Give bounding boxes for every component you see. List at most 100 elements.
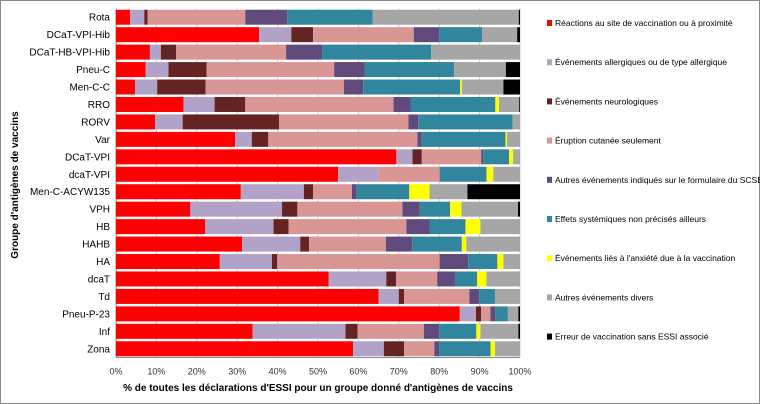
category-label: VPH — [89, 205, 110, 216]
bar-segment — [205, 219, 274, 235]
bar-segment — [466, 236, 520, 252]
bar-segment — [328, 271, 387, 287]
bar-segment — [490, 341, 495, 357]
bar-segment — [512, 114, 520, 130]
bar-segment — [149, 44, 161, 60]
bar-segment — [503, 79, 520, 95]
bar-segment — [240, 184, 304, 200]
bar-segment — [437, 271, 455, 287]
legend-swatch — [547, 137, 552, 144]
legend-label: Autres événements indiqués sur le formul… — [555, 175, 760, 185]
bar-segment — [363, 79, 461, 95]
bar-segment — [410, 96, 496, 112]
category-label: Td — [98, 292, 110, 303]
bar-segment — [116, 341, 354, 357]
bar-segment — [282, 201, 298, 217]
bar-segment — [412, 236, 462, 252]
bar-segment — [245, 96, 394, 112]
bar-segment — [168, 62, 207, 78]
bar-segment — [486, 166, 494, 182]
bar-segment — [494, 288, 520, 304]
bar-segment — [477, 271, 487, 287]
bar-segment — [205, 79, 344, 95]
bar-segment — [494, 341, 520, 357]
bar-segment — [498, 96, 520, 112]
bar-segment — [476, 323, 481, 339]
bar-segment — [155, 114, 183, 130]
category-label: dcaT — [88, 274, 110, 285]
bar-segment — [429, 184, 468, 200]
x-tick-label: 60% — [349, 367, 367, 377]
bar-segment — [338, 166, 379, 182]
bar-segment — [277, 254, 440, 270]
bar-segment — [214, 96, 246, 112]
bar-segment — [286, 44, 323, 60]
bar-segment — [116, 323, 253, 339]
bar-segment — [116, 306, 460, 322]
bar-segment — [372, 9, 519, 25]
bar-segment — [303, 184, 314, 200]
bar-segment — [398, 288, 405, 304]
category-label: HAHB — [82, 240, 110, 251]
bar-segment — [297, 201, 403, 217]
bar-segment — [357, 323, 424, 339]
bar-segment — [245, 9, 288, 25]
bar-segment — [454, 271, 478, 287]
y-axis-label: Groupe d'antigènes de vaccins — [10, 111, 21, 259]
bar-segment — [419, 201, 451, 217]
bar-segment — [251, 131, 269, 147]
x-tick-label: 50% — [309, 367, 327, 377]
bar-segment — [386, 271, 396, 287]
bar-segment — [393, 96, 411, 112]
legend-swatch — [547, 176, 552, 183]
bar-segment — [351, 184, 357, 200]
category-label: HA — [96, 257, 110, 268]
bar-segment — [242, 236, 301, 252]
x-tick-labels: 0% 10% 20% 30% 40% 50% 60% 70% 80% 90% 100% — [109, 367, 531, 377]
bar-segment — [259, 27, 292, 43]
bar-segment — [395, 271, 438, 287]
bar-segment — [334, 62, 365, 78]
bar-segment — [439, 166, 487, 182]
bar-segment — [385, 236, 413, 252]
bar-segment — [480, 219, 520, 235]
bar-segment — [507, 131, 520, 147]
bar-segment — [313, 184, 352, 200]
bar-segment — [480, 323, 519, 339]
bar-segment — [183, 96, 215, 112]
bar-segment — [461, 79, 504, 95]
bar-segment — [160, 44, 177, 60]
bar-segment — [182, 114, 280, 130]
bar-segment — [454, 62, 506, 78]
bar-segment — [309, 236, 386, 252]
bar-segment — [116, 166, 339, 182]
category-label: Rota — [89, 13, 111, 24]
legend-label: Événements neurologiques — [555, 96, 658, 106]
bar-segment — [116, 27, 260, 43]
bar-segment — [483, 149, 510, 165]
bar-segment — [343, 79, 364, 95]
bar-segment — [459, 306, 476, 322]
bar-segment — [300, 236, 310, 252]
category-label: Pneu-C — [76, 65, 110, 76]
bar-segment — [434, 341, 440, 357]
bar-segment — [378, 166, 440, 182]
bar-segment — [145, 62, 169, 78]
category-label: RRO — [88, 100, 110, 111]
bar-segment — [461, 201, 518, 217]
bar-segment — [482, 27, 518, 43]
bar-segment — [402, 201, 420, 217]
bar-segment — [116, 219, 206, 235]
bar-segment — [322, 44, 432, 60]
bar-segment — [481, 149, 484, 165]
bar-segment — [481, 306, 491, 322]
bar-segment — [497, 254, 504, 270]
bar-segment — [378, 288, 399, 304]
legend-label: Effets systémiques non précisés ailleurs — [555, 214, 706, 224]
bar-segment — [356, 184, 410, 200]
bar-segment — [268, 131, 418, 147]
legend-swatch — [547, 20, 552, 26]
category-label: HB — [96, 222, 110, 233]
bar-segment — [429, 219, 466, 235]
x-tick-label: 90% — [471, 367, 489, 377]
